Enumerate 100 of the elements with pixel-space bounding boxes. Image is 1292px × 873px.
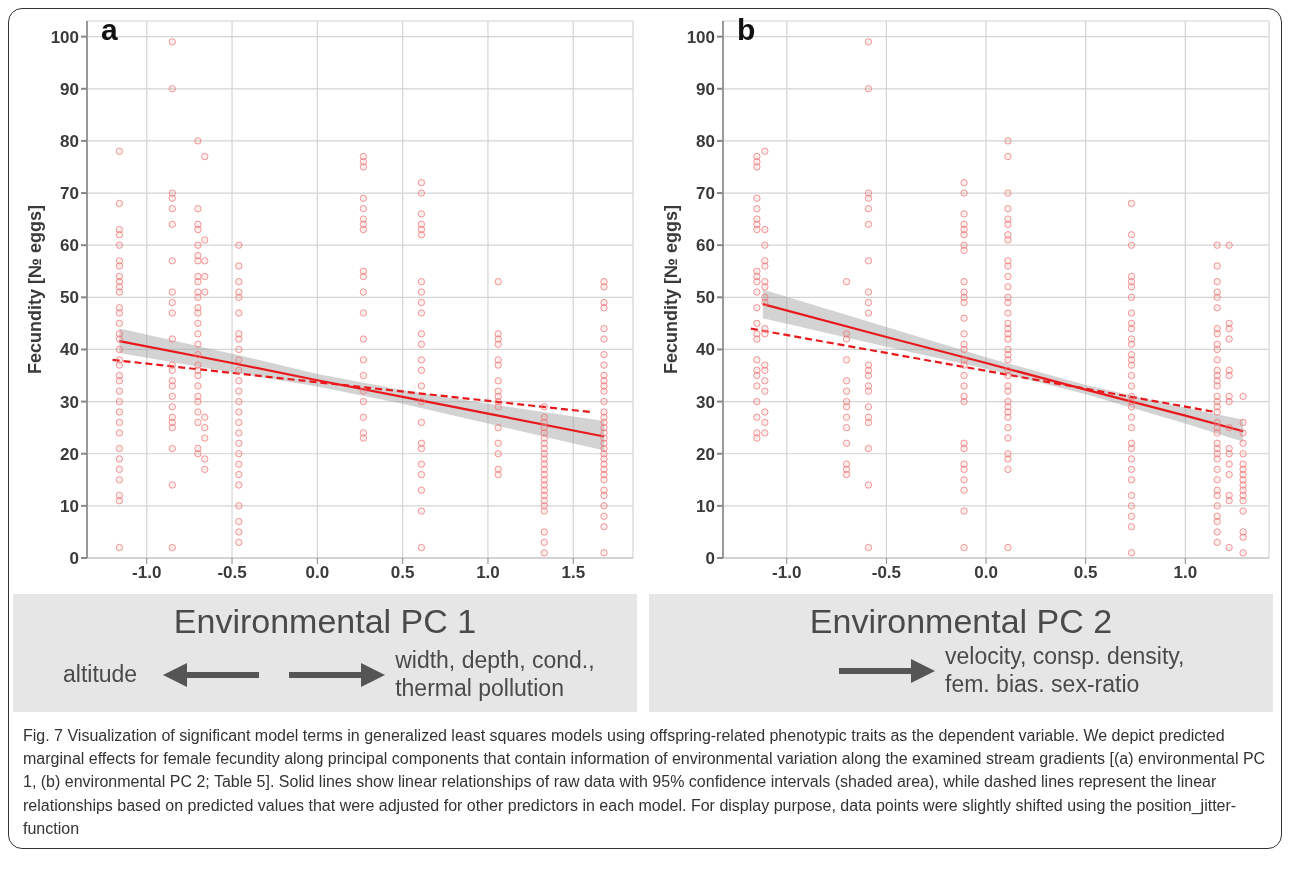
point: [168, 366, 177, 375]
point: [600, 408, 608, 416]
point: [194, 319, 202, 328]
point: [1213, 277, 1221, 286]
point: [494, 335, 502, 343]
y-axis-title: Fecundity [№ eggs]: [661, 204, 682, 375]
point: [1127, 523, 1136, 531]
point: [842, 413, 851, 421]
point: [494, 340, 502, 348]
point: [864, 543, 873, 552]
point: [1239, 549, 1247, 557]
point: [194, 392, 202, 401]
point: [115, 444, 124, 453]
point: [359, 194, 368, 202]
point: [168, 38, 177, 46]
point: [194, 288, 202, 296]
point: [168, 204, 177, 213]
point: [864, 220, 873, 229]
point: [1004, 330, 1012, 338]
point: [1127, 476, 1136, 484]
point: [235, 345, 243, 354]
point: [201, 423, 209, 432]
point: [864, 298, 873, 307]
point: [540, 486, 548, 494]
point: [540, 481, 548, 489]
point: [201, 236, 209, 244]
point: [1213, 382, 1221, 390]
point: [960, 345, 968, 354]
point: [235, 366, 243, 375]
point: [960, 241, 968, 249]
point: [1213, 418, 1221, 427]
point: [600, 491, 608, 500]
point: [753, 371, 761, 380]
point: [194, 241, 202, 249]
point: [115, 377, 124, 385]
point: [235, 481, 243, 489]
point: [1213, 455, 1221, 463]
y-tick-label: 40: [696, 340, 715, 360]
point: [1213, 288, 1221, 296]
point: [494, 277, 502, 286]
point: [417, 309, 426, 317]
point: [600, 455, 608, 463]
point: [1213, 476, 1221, 484]
point: [842, 470, 851, 479]
point: [1239, 496, 1247, 505]
point: [753, 225, 761, 234]
point: [115, 147, 124, 156]
point: [1239, 392, 1247, 401]
point: [194, 309, 202, 317]
x-tick-label: -0.5: [871, 563, 902, 583]
point: [1004, 220, 1012, 229]
y-axis-title: Fecundity [№ eggs]: [25, 204, 46, 375]
point: [1213, 408, 1221, 416]
point: [194, 382, 202, 390]
point: [1225, 470, 1233, 479]
point: [194, 397, 202, 406]
point: [1127, 491, 1136, 500]
point: [1225, 543, 1233, 552]
point: [1213, 340, 1221, 348]
point: [168, 335, 177, 343]
point: [115, 387, 124, 395]
point: [1127, 465, 1136, 474]
y-tick-label: 10: [60, 496, 79, 516]
point: [1225, 319, 1233, 328]
point: [600, 387, 608, 395]
text: velocity, consp. density, fem. bias. sex-ratio: [945, 643, 1186, 699]
point: [201, 288, 209, 296]
point: [864, 371, 873, 380]
chart-title: b: [737, 13, 756, 47]
point: [753, 319, 761, 328]
point: [1213, 330, 1221, 338]
point: [753, 163, 761, 171]
y-tick-label: 10: [696, 496, 715, 516]
point: [960, 277, 968, 286]
point: [761, 283, 769, 291]
point: [761, 147, 769, 156]
point: [960, 314, 968, 322]
point: [600, 283, 608, 291]
x-axis-title: Environmental PC 2: [808, 601, 1114, 641]
point: [960, 392, 968, 401]
point: [864, 189, 873, 197]
point: [1225, 423, 1233, 432]
point: [600, 476, 608, 484]
point: [1239, 491, 1247, 500]
point: [1213, 377, 1221, 385]
point: [235, 538, 243, 547]
point: [753, 288, 761, 296]
point: [600, 429, 608, 437]
point: [359, 204, 368, 213]
point: [168, 220, 177, 229]
point: [1004, 236, 1012, 244]
point: [194, 418, 202, 427]
point: [1213, 366, 1221, 375]
point: [960, 543, 968, 552]
x-tick-label: 0.5: [390, 563, 415, 583]
point: [1127, 549, 1136, 557]
point: [201, 434, 209, 442]
point: [842, 439, 851, 447]
point: [359, 387, 368, 395]
point: [194, 277, 202, 286]
